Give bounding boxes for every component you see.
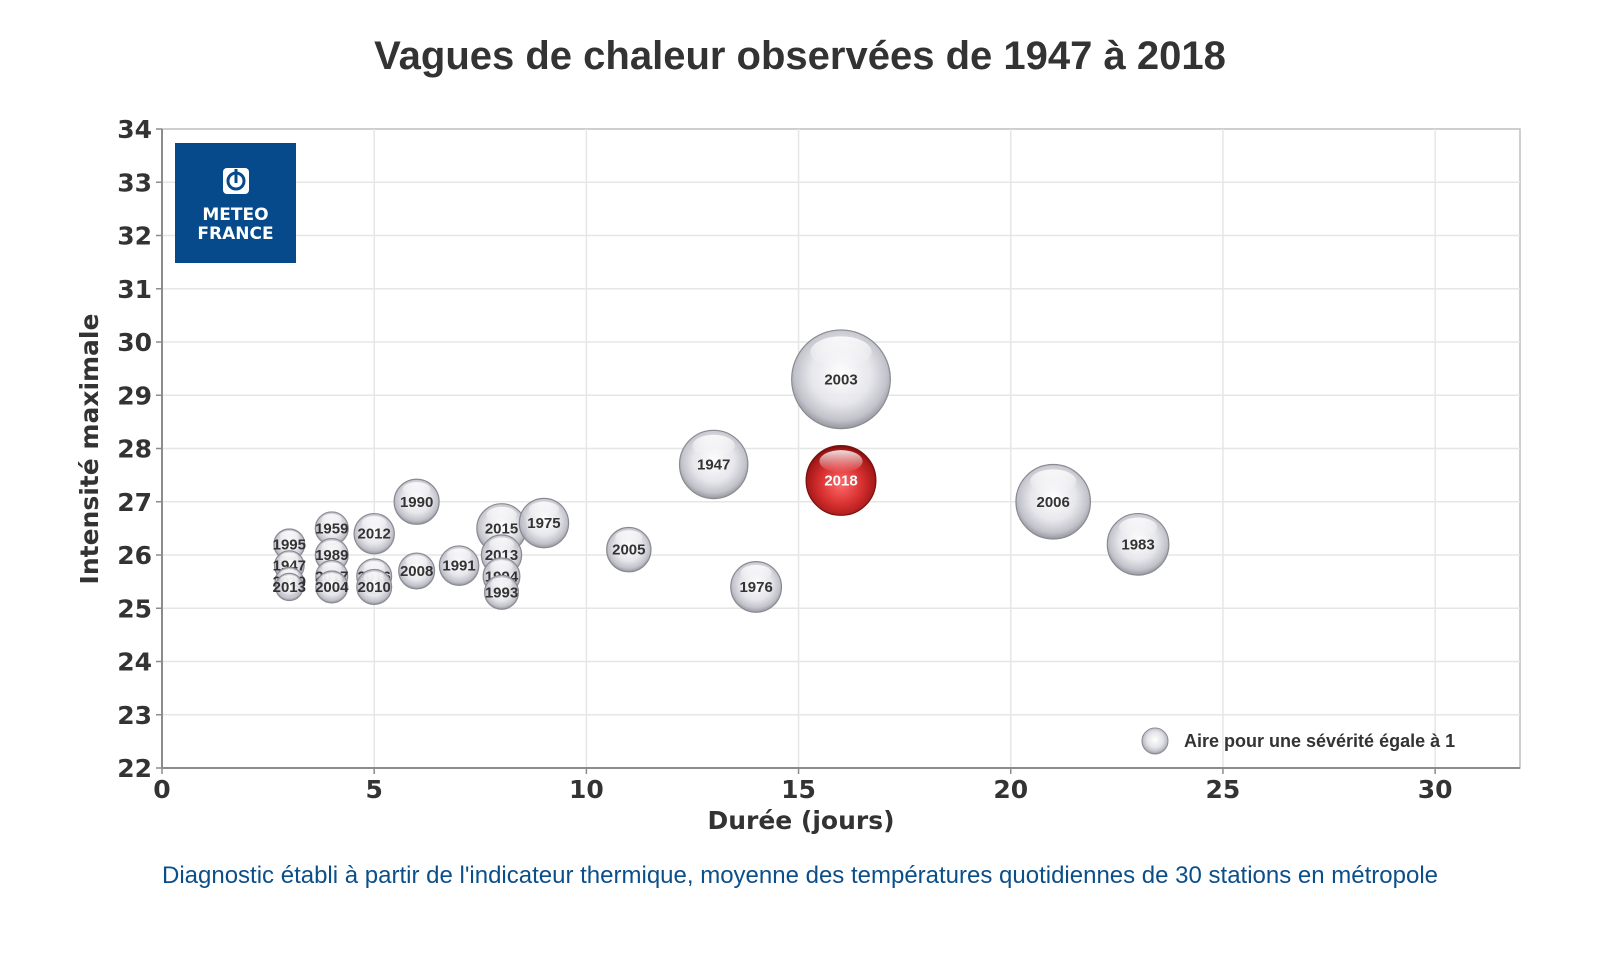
x-tick-label: 5 xyxy=(365,775,382,804)
meteo-france-emblem-icon xyxy=(223,168,249,194)
x-tick-label: 25 xyxy=(1206,775,1241,804)
bubble-2012: 2012 xyxy=(353,512,395,555)
bubble-2010: 2010 xyxy=(356,568,393,605)
bubble-shine xyxy=(321,562,342,573)
bubble-label: 1993 xyxy=(485,584,518,601)
y-tick-label: 26 xyxy=(117,541,152,570)
bubble-1991: 1991 xyxy=(438,545,480,586)
bubble-shine xyxy=(1118,517,1158,538)
bubble-2008: 2008 xyxy=(398,552,436,590)
bubble-label: 1976 xyxy=(739,579,772,596)
bubble-label: 2012 xyxy=(358,526,391,543)
bubble-label: 1990 xyxy=(400,494,433,511)
bubble-shine xyxy=(692,434,735,457)
x-tick-label: 10 xyxy=(569,775,604,804)
bubble-shine xyxy=(321,514,342,525)
bubble-label: 1989 xyxy=(315,547,348,564)
y-tick-label: 31 xyxy=(117,275,152,304)
y-tick-label: 30 xyxy=(117,328,152,357)
bubble-2005: 2005 xyxy=(606,526,652,573)
bubble-shine xyxy=(528,501,560,518)
bubble-1975: 1975 xyxy=(518,497,570,549)
bubble-shine xyxy=(819,450,863,473)
y-tick-label: 23 xyxy=(117,701,152,730)
bubble-shine xyxy=(1030,469,1077,494)
bubble-shine xyxy=(405,555,428,567)
bubble-label: 2004 xyxy=(315,579,349,596)
bubble-1990: 1990 xyxy=(393,478,440,525)
bubble-label: 2010 xyxy=(358,579,391,596)
bubble-shine xyxy=(280,552,299,563)
bubble-shine xyxy=(280,575,298,584)
bubble-1993: 1993 xyxy=(483,574,520,610)
bubble-shine xyxy=(490,577,513,589)
bubble-label: 2013 xyxy=(273,579,306,596)
bubble-shine xyxy=(402,482,431,497)
bubble-shine xyxy=(321,573,342,584)
bubble-shine xyxy=(615,530,643,545)
bubble-2018: 2018 xyxy=(805,444,877,516)
x-tick-label: 20 xyxy=(993,775,1028,804)
bubble-label: 1947 xyxy=(697,456,730,473)
y-tick-label: 33 xyxy=(117,168,152,197)
bubble-label: 1995 xyxy=(273,536,306,553)
x-tick-label: 30 xyxy=(1418,775,1453,804)
y-axis-label: Intensité maximale xyxy=(75,314,104,585)
bubble-label: 2008 xyxy=(400,563,433,580)
bubble-label: 1991 xyxy=(442,558,475,575)
y-tick-label: 32 xyxy=(117,222,152,251)
y-tick-label: 34 xyxy=(117,115,152,144)
chart-title: Vagues de chaleur observées de 1947 à 20… xyxy=(374,34,1226,78)
x-tick-label: 0 xyxy=(153,775,170,804)
bubble-label: 2003 xyxy=(824,371,857,388)
bubble-2003: 2003 xyxy=(791,329,891,430)
bubble-label: 2006 xyxy=(1037,494,1070,511)
bubble-shine xyxy=(361,516,387,530)
legend-label: Aire pour une sévérité égale à 1 xyxy=(1184,731,1455,751)
bubble-shine xyxy=(321,540,342,552)
bubble-shine xyxy=(486,506,517,523)
bubble-2004: 2004 xyxy=(315,570,349,604)
bubble-label: 1983 xyxy=(1121,536,1154,553)
legend: Aire pour une sévérité égale à 1 xyxy=(1141,727,1455,755)
bubble-shine xyxy=(810,336,872,368)
bubble-2013: 2013 xyxy=(273,572,306,602)
bubble-shine xyxy=(490,560,513,573)
y-tick-label: 24 xyxy=(117,648,152,677)
bubble-label: 1975 xyxy=(527,515,560,532)
logo-line-1: METEO xyxy=(202,205,269,225)
bubble-1983: 1983 xyxy=(1106,512,1170,576)
bubble-label: 2015 xyxy=(485,520,518,537)
footnote: Diagnostic établi à partir de l'indicate… xyxy=(162,862,1438,889)
bubbles: 2003 2006 2018 1947 1983 1976 2015 1975 1990 2005… xyxy=(273,329,1170,613)
bubble-label: 2005 xyxy=(612,542,645,559)
x-tick-label: 15 xyxy=(781,775,816,804)
x-axis-label: Durée (jours) xyxy=(707,806,894,835)
bubble-2006: 2006 xyxy=(1015,463,1092,540)
y-tick-label: 22 xyxy=(117,754,152,783)
bubble-label: 2018 xyxy=(824,472,857,489)
y-tick-label: 28 xyxy=(117,435,152,464)
bubble-shine xyxy=(363,561,386,573)
bubble-shine xyxy=(740,564,772,582)
bubble-shine xyxy=(446,548,472,562)
bubble-1947: 1947 xyxy=(678,429,749,500)
bubble-shine xyxy=(363,571,386,583)
y-tick-label: 27 xyxy=(117,488,152,517)
y-tick-label: 25 xyxy=(117,594,152,623)
meteo-france-logo: METEO FRANCE xyxy=(175,143,296,263)
bubble-shine xyxy=(279,530,299,541)
y-tick-label: 29 xyxy=(117,381,152,410)
bubble-shine xyxy=(489,537,514,551)
bubble-label: 1959 xyxy=(315,520,348,537)
legend-bubble xyxy=(1141,727,1169,755)
bubble-1976: 1976 xyxy=(730,561,783,613)
logo-line-2: FRANCE xyxy=(197,224,274,244)
axes: 22 23 24 25 26 27 28 29 30 31 32 33 34 0 5 10 15 20 25 30 xyxy=(117,115,1520,804)
